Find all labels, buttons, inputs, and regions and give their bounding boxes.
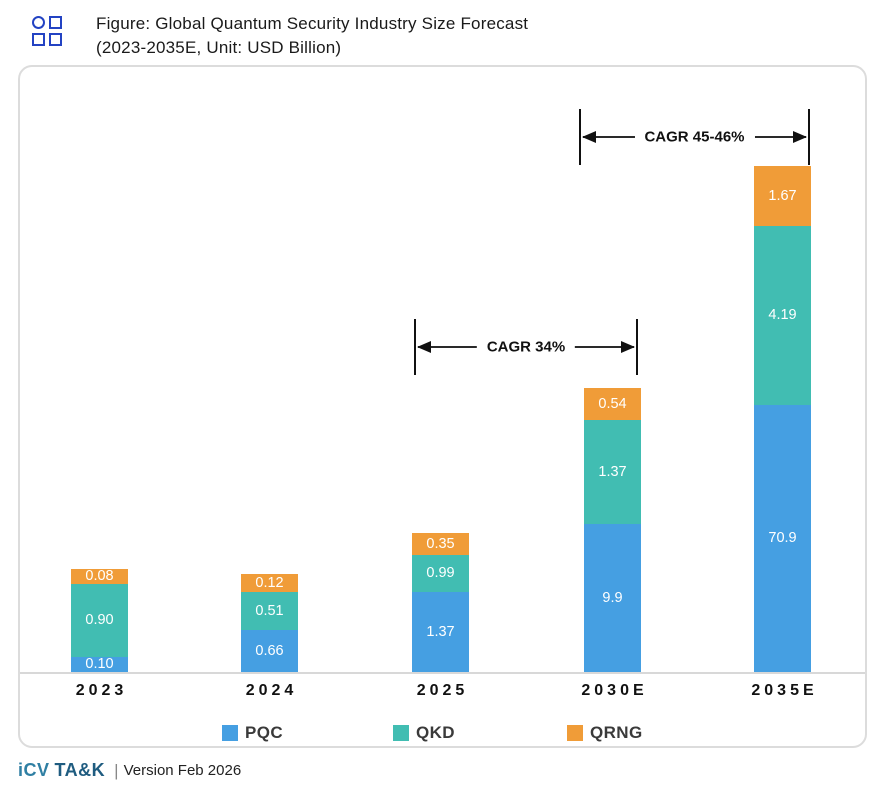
tak-logo: TA&K [54,760,106,780]
bar-segment-qkd-2024: 0.51 [241,592,298,630]
grid-icon-square [32,33,45,46]
footer-separator: | [114,760,119,780]
legend-swatch-qkd [393,725,409,741]
grid-icon-circle [32,16,45,29]
stacked-bar-2023: 0.08 0.90 0.10 [71,569,128,672]
cagr-label: CAGR 45-46% [634,126,755,148]
grid-icon [32,16,62,46]
x-axis-label-2024: 2024 [245,682,298,699]
figure-title: Figure: Global Quantum Security Industry… [96,12,528,60]
bar-value-label: 1.67 [768,187,797,204]
x-axis-label-2023: 2023 [75,682,128,699]
x-axis-label-2030E: 2030E [581,682,648,699]
bar-segment-pqc-2023: 0.10 [71,657,128,672]
arrow-right-icon [793,131,807,143]
x-axis-label-2035E: 2035E [751,682,818,699]
stacked-bar-2035E: 1.67 4.19 70.9 [754,166,811,672]
figure-footer: iCV TA&K | Version Feb 2026 [18,760,241,781]
arrow-left-icon [582,131,596,143]
bar-segment-qrng-2030E: 0.54 [584,388,641,420]
bar-segment-pqc-2030E: 9.9 [584,524,641,672]
cagr-annotation-34: CAGR 34% [414,319,638,375]
bar-value-label: 0.10 [85,656,114,673]
legend-label-qrng: QRNG [590,723,643,742]
icv-logo: iCV [18,760,50,780]
bar-value-label: 1.37 [426,623,455,640]
figure-title-line2: (2023-2035E, Unit: USD Billion) [96,38,342,58]
bar-segment-qkd-2030E: 1.37 [584,420,641,524]
legend-item-qkd: QKD [393,723,455,743]
bar-segment-qkd-2025: 0.99 [412,555,469,592]
legend-swatch-pqc [222,725,238,741]
annotation-right-tick [636,319,638,375]
bar-segment-qkd-2023: 0.90 [71,584,128,657]
legend-item-qrng: QRNG [567,723,643,743]
x-axis-label-2025: 2025 [416,682,469,699]
bar-value-label: 0.35 [426,535,455,552]
stacked-bar-2025: 0.35 0.99 1.37 [412,533,469,672]
bar-segment-qrng-2024: 0.12 [241,574,298,592]
legend-item-pqc: PQC [222,723,283,743]
chart-panel: 0.08 0.90 0.10 0.12 0.51 0.66 0.35 0.99 1.37 0.54… [18,65,867,748]
annotation-left-tick [414,319,416,375]
figure-header: Figure: Global Quantum Security Industry… [32,12,528,60]
cagr-label: CAGR 34% [476,336,576,358]
legend-label-qkd: QKD [416,723,455,742]
bar-value-label: 0.12 [255,574,284,591]
arrow-right-icon [621,341,635,353]
stacked-bar-2024: 0.12 0.51 0.66 [241,574,298,672]
bar-value-label: 70.9 [768,530,797,547]
cagr-annotation-45-46: CAGR 45-46% [579,109,810,165]
x-axis-line [20,672,865,674]
bar-value-label: 0.51 [255,602,284,619]
bar-segment-pqc-2035E: 70.9 [754,405,811,672]
bar-value-label: 9.9 [602,589,623,606]
bar-segment-pqc-2024: 0.66 [241,630,298,672]
annotation-right-tick [808,109,810,165]
bar-value-label: 4.19 [768,307,797,324]
bar-segment-qkd-2035E: 4.19 [754,226,811,405]
bar-value-label: 0.08 [85,568,114,585]
figure-title-line1: Figure: Global Quantum Security Industry… [96,14,529,33]
stacked-bar-2030E: 0.54 1.37 9.9 [584,388,641,672]
bar-segment-qrng-2025: 0.35 [412,533,469,555]
bar-value-label: 1.37 [598,463,627,480]
bar-value-label: 0.66 [255,642,284,659]
bar-segment-qrng-2023: 0.08 [71,569,128,584]
bar-value-label: 0.54 [598,395,627,412]
annotation-left-tick [579,109,581,165]
grid-icon-square [49,16,62,29]
bar-value-label: 0.90 [85,612,114,629]
bar-segment-qrng-2035E: 1.67 [754,166,811,226]
legend-label-pqc: PQC [245,723,284,742]
version-text: Version Feb 2026 [123,762,242,779]
grid-icon-square [49,33,62,46]
arrow-left-icon [417,341,431,353]
legend-swatch-qrng [567,725,583,741]
bar-value-label: 0.99 [426,565,455,582]
bar-segment-pqc-2025: 1.37 [412,592,469,672]
